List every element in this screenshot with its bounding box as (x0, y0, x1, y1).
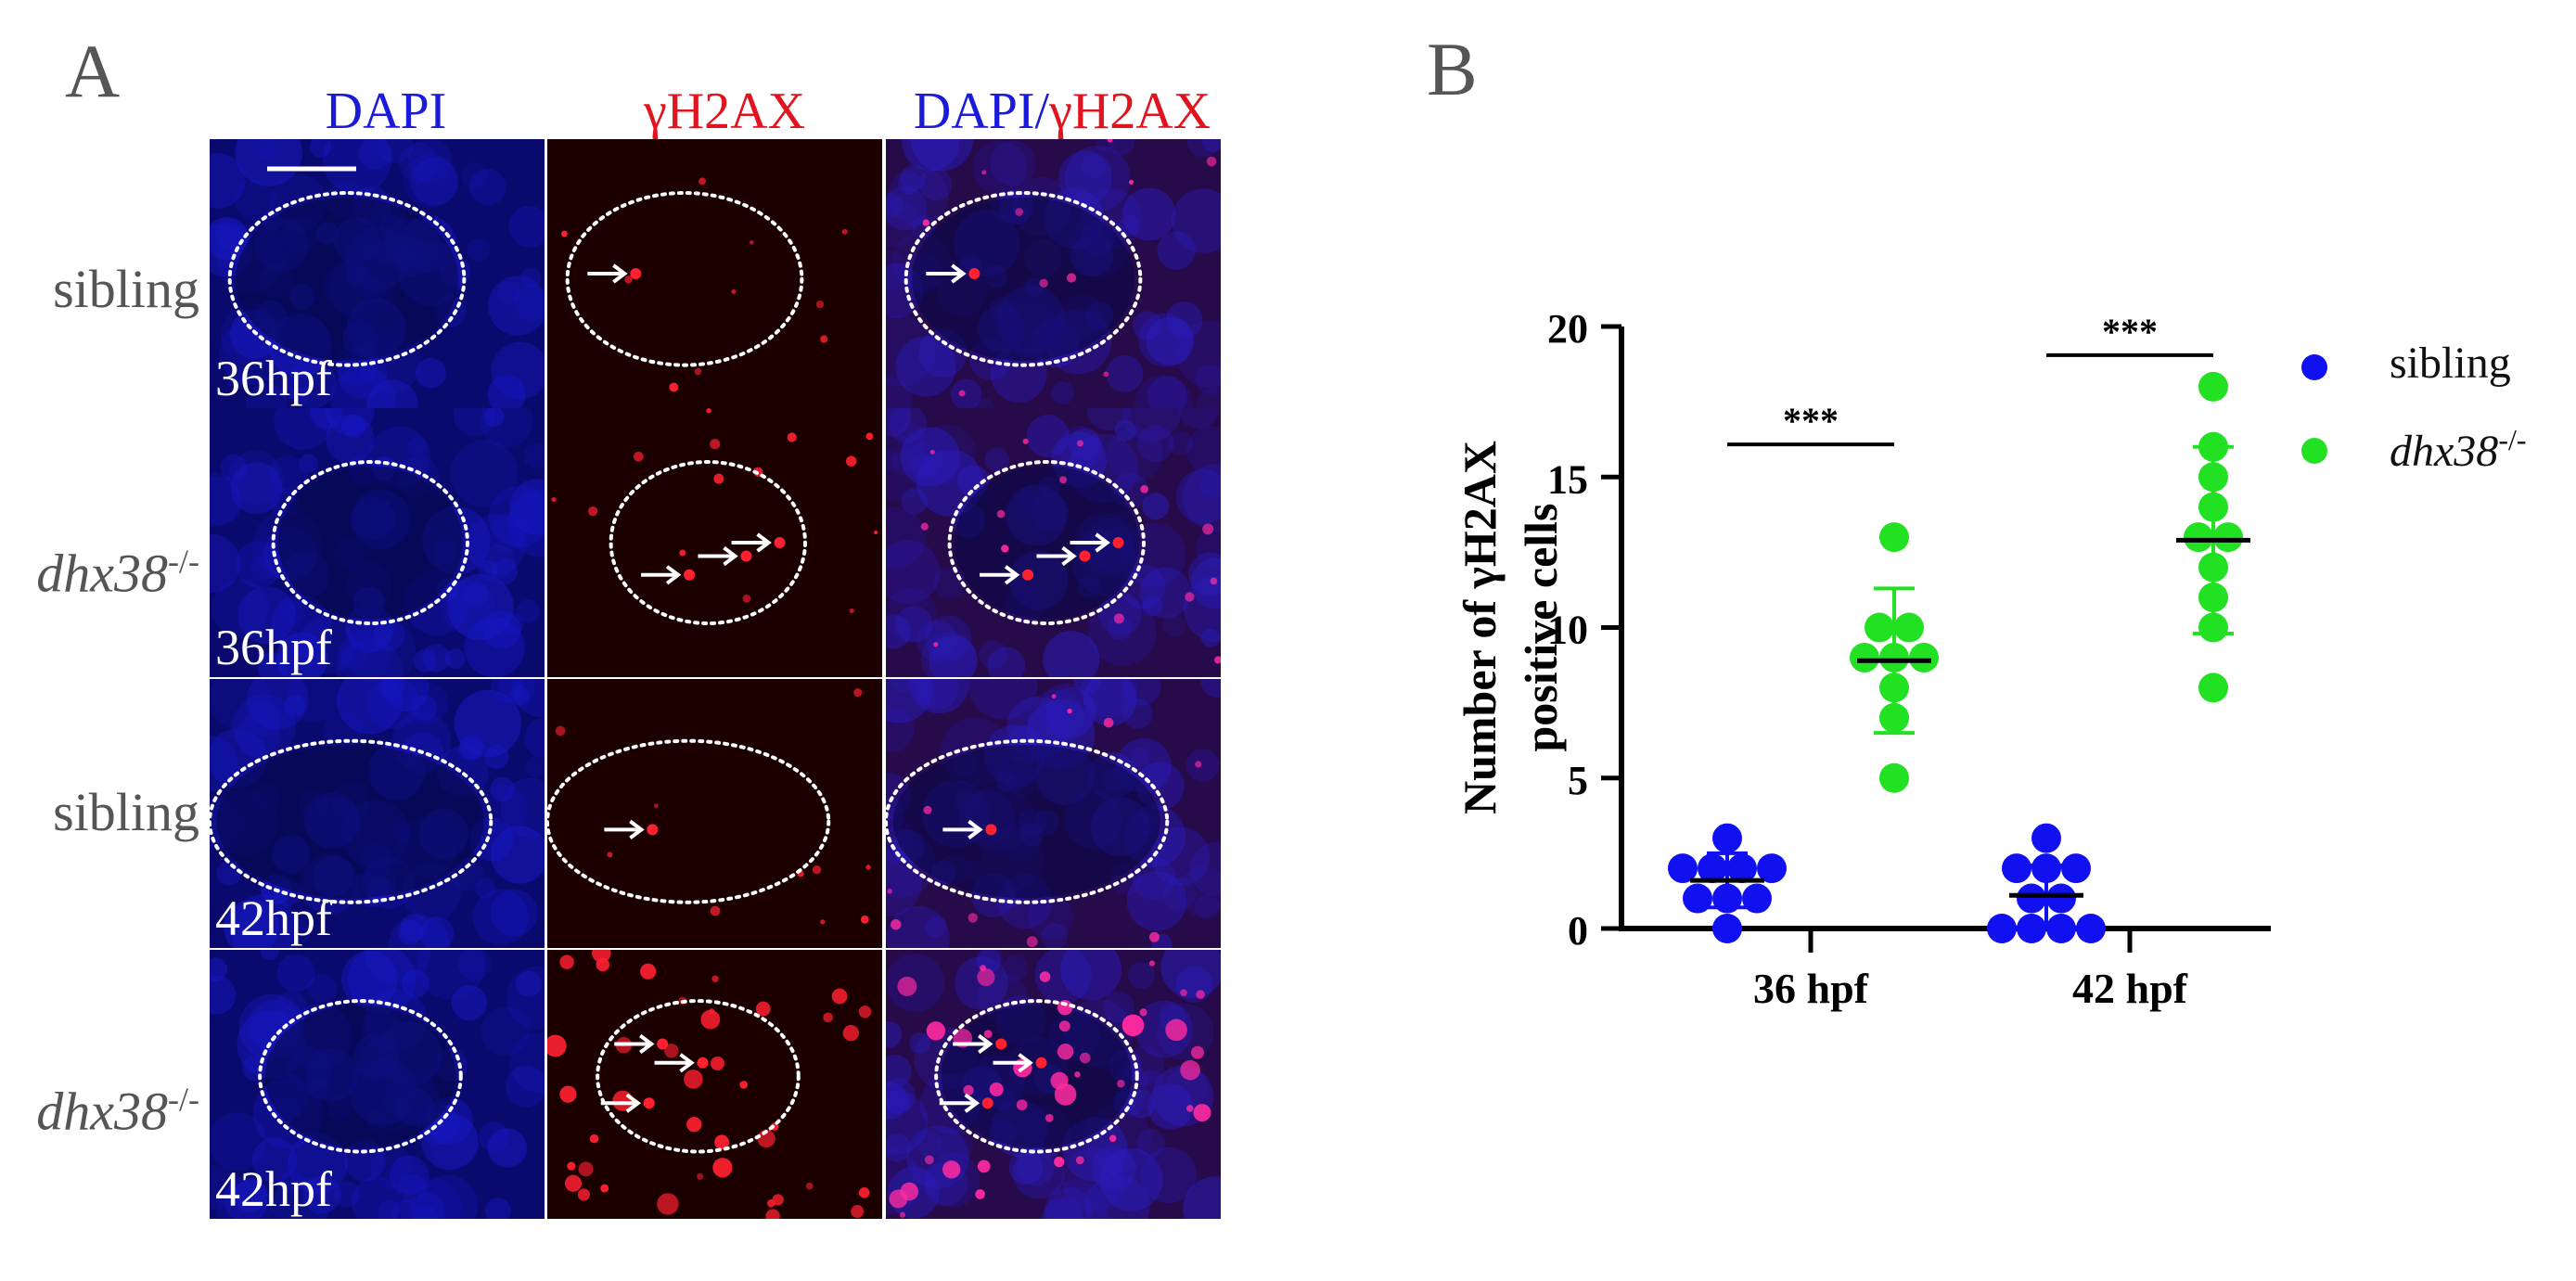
data-point (1879, 522, 1909, 553)
y-tick-label: 20 (1547, 306, 1588, 352)
y-tick-label: 5 (1568, 758, 1588, 803)
data-point (1712, 823, 1742, 853)
panel-b-letter: B (1427, 27, 1478, 111)
data-point (1894, 612, 1924, 643)
micrograph-merge-row-4 (886, 950, 1221, 1219)
micrograph-gh2ax-row-1 (547, 139, 882, 408)
data-point (2046, 883, 2076, 914)
legend-dot-dhx38 (2301, 438, 2327, 464)
data-point (1879, 762, 1909, 793)
legend-dot-sibling (2301, 354, 2327, 380)
micrograph-dapi-row-3: 42hpf (210, 679, 545, 948)
column-header-merge: DAPI/γH2AX (886, 82, 1238, 141)
micrograph-dapi-row-2: 36hpf (210, 408, 545, 677)
column-header-dapi: DAPI (325, 83, 447, 140)
y-axis-label-line2: positive cells (1515, 503, 1567, 751)
data-point (1987, 914, 2017, 943)
micrograph-dapi-row-4: 42hpf (210, 950, 545, 1219)
data-point (2046, 914, 2076, 943)
merge-label-dapi: DAPI/ (913, 83, 1050, 140)
row-label-4: dhx38-/- (36, 1081, 199, 1142)
data-point (2002, 853, 2031, 884)
timepoint-label: 36hpf (215, 620, 332, 675)
merge-label-gh2ax: γH2AX (1049, 83, 1211, 140)
timepoint-label: 36hpf (215, 351, 332, 406)
data-point (1698, 853, 1727, 884)
y-tick-label: 0 (1568, 908, 1588, 954)
data-point (1683, 883, 1712, 914)
timepoint-label: 42hpf (215, 1161, 332, 1217)
x-tick-label: 36 hpf (1753, 965, 1869, 1012)
column-header-gh2ax: γH2AX (643, 83, 806, 140)
significance-stars: *** (2102, 311, 2158, 352)
micrograph-merge-row-3 (886, 679, 1221, 948)
data-point (1850, 642, 1879, 673)
data-point (1757, 853, 1787, 884)
data-point (2213, 522, 2243, 553)
data-point (1909, 642, 1939, 673)
micrograph-gh2ax-row-4 (547, 950, 882, 1219)
micrograph-gh2ax-row-3 (547, 679, 882, 948)
y-axis-label-line1: Number of γH2AX (1454, 441, 1506, 814)
data-point (1668, 853, 1698, 884)
timepoint-label: 42hpf (215, 890, 332, 946)
micrograph-dapi-row-1: 36hpf (210, 139, 545, 408)
data-point (1712, 914, 1742, 943)
row-label-3: sibling (53, 782, 199, 842)
significance-stars: *** (1783, 400, 1839, 442)
row-label-2: dhx38-/- (36, 543, 199, 604)
y-tick-label: 15 (1547, 456, 1588, 502)
data-point (2184, 522, 2213, 553)
y-tick-label: 10 (1547, 608, 1588, 653)
legend-label-dhx38: dhx38-/- (2390, 423, 2527, 476)
legend-label-sibling: sibling (2390, 339, 2511, 388)
panel-a-letter: A (65, 29, 121, 113)
data-point (2017, 914, 2046, 943)
data-point (2031, 823, 2061, 853)
data-point (2061, 853, 2091, 884)
data-point (1865, 612, 1894, 643)
x-tick-label: 42 hpf (2072, 965, 2188, 1012)
data-point (1742, 883, 1772, 914)
micrograph-gh2ax-row-2 (547, 408, 882, 677)
data-point (2076, 914, 2106, 943)
data-point (2198, 673, 2228, 703)
data-point (1727, 853, 1757, 884)
data-point (2198, 371, 2228, 402)
row-label-1: sibling (53, 259, 199, 319)
micrograph-merge-row-2 (886, 408, 1221, 677)
data-point (2017, 883, 2046, 914)
micrograph-merge-row-1 (886, 139, 1221, 408)
